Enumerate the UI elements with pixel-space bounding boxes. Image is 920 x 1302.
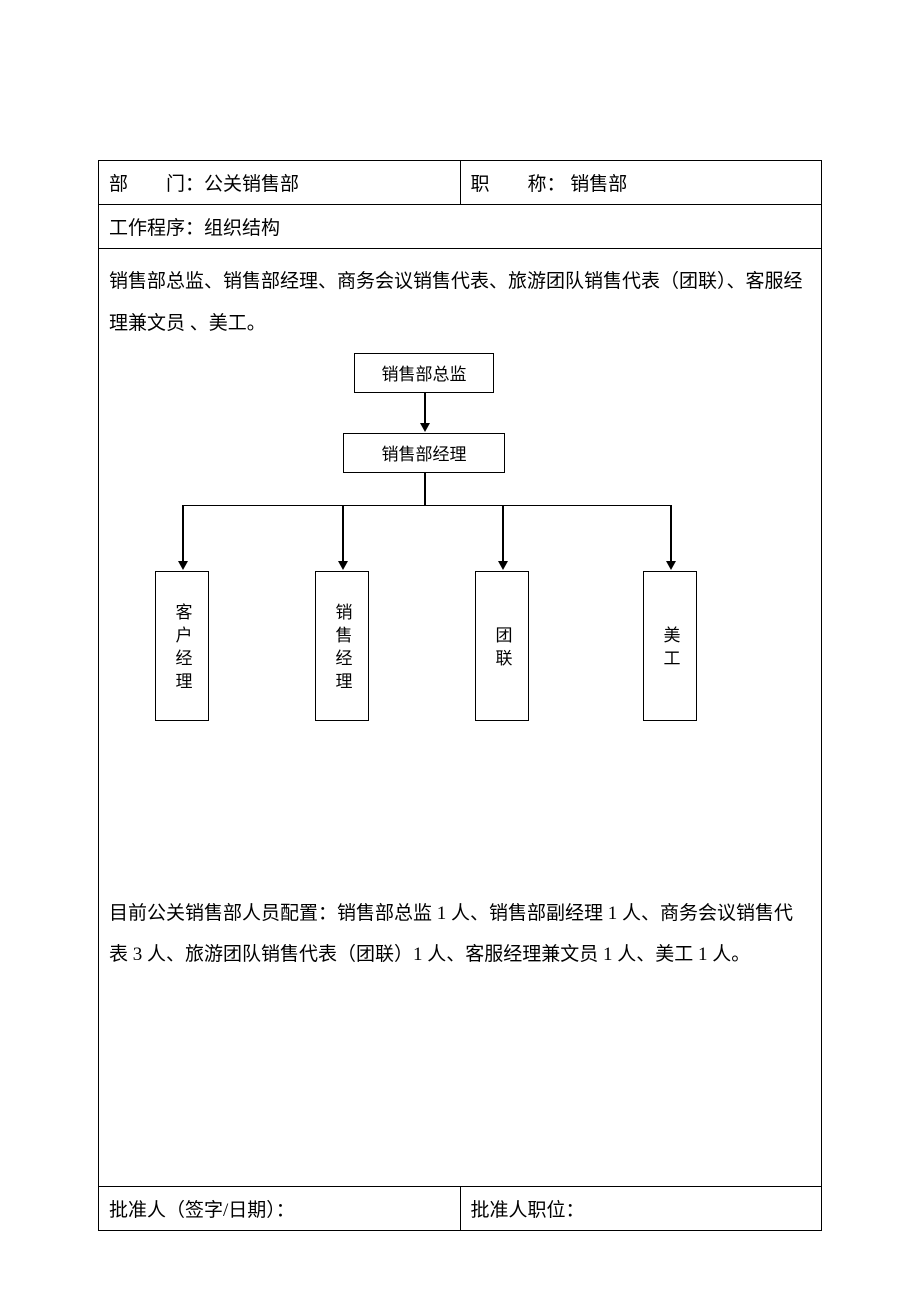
body-row: 销售部总监、销售部经理、商务会议销售代表、旅游团队销售代表（团联）、客服经理兼文… <box>99 249 822 1187</box>
connector-line <box>182 505 671 507</box>
spacer <box>109 763 811 893</box>
spacer <box>109 976 811 1166</box>
title-value: 销售部 <box>566 174 628 195</box>
approver-sign-cell: 批准人（签字/日期）： <box>99 1187 461 1231</box>
procedure-label: 工作程序： <box>109 218 204 239</box>
dept-label: 部 门： <box>109 174 204 195</box>
arrowhead-icon <box>178 561 188 570</box>
node-manager: 销售部经理 <box>343 433 505 473</box>
arrowhead-icon <box>498 561 508 570</box>
connector-line <box>424 393 426 423</box>
node-cust-mgr: 客户经理 <box>155 571 209 721</box>
arrowhead-icon <box>338 561 348 570</box>
approver-sign-label: 批准人（签字/日期）： <box>109 1200 295 1221</box>
connector-line <box>182 505 184 561</box>
arrowhead-icon <box>420 423 430 432</box>
footer-row: 批准人（签字/日期）： 批准人职位： <box>99 1187 822 1231</box>
page: 部 门：公关销售部 职 称： 销售部 工作程序：组织结构 销售部总监、销售部经理… <box>0 0 920 1302</box>
connector-line <box>502 505 504 561</box>
title-cell: 职 称： 销售部 <box>460 161 822 205</box>
node-meigong: 美工 <box>643 571 697 721</box>
header-row: 部 门：公关销售部 职 称： 销售部 <box>99 161 822 205</box>
title-label: 职 称： <box>471 174 566 195</box>
procedure-value: 组织结构 <box>204 218 280 239</box>
dept-value: 公关销售部 <box>204 174 299 195</box>
approver-pos-label: 批准人职位： <box>471 1200 585 1221</box>
arrowhead-icon <box>666 561 676 570</box>
staffing-paragraph: 目前公关销售部人员配置：销售部总监 1 人、销售部副经理 1 人、商务会议销售代… <box>109 893 811 977</box>
connector-line <box>670 505 672 561</box>
org-chart: 销售部总监 销售部经理 <box>109 353 811 763</box>
connector-line <box>342 505 344 561</box>
form-table: 部 门：公关销售部 职 称： 销售部 工作程序：组织结构 销售部总监、销售部经理… <box>98 160 822 1231</box>
connector-line <box>424 473 426 505</box>
node-director: 销售部总监 <box>354 353 494 393</box>
procedure-row: 工作程序：组织结构 <box>99 205 822 249</box>
node-tuanlian: 团联 <box>475 571 529 721</box>
body-cell: 销售部总监、销售部经理、商务会议销售代表、旅游团队销售代表（团联）、客服经理兼文… <box>99 249 822 1187</box>
roles-paragraph: 销售部总监、销售部经理、商务会议销售代表、旅游团队销售代表（团联）、客服经理兼文… <box>109 261 811 345</box>
node-sales-mgr: 销售经理 <box>315 571 369 721</box>
approver-pos-cell: 批准人职位： <box>460 1187 822 1231</box>
procedure-cell: 工作程序：组织结构 <box>99 205 822 249</box>
dept-cell: 部 门：公关销售部 <box>99 161 461 205</box>
